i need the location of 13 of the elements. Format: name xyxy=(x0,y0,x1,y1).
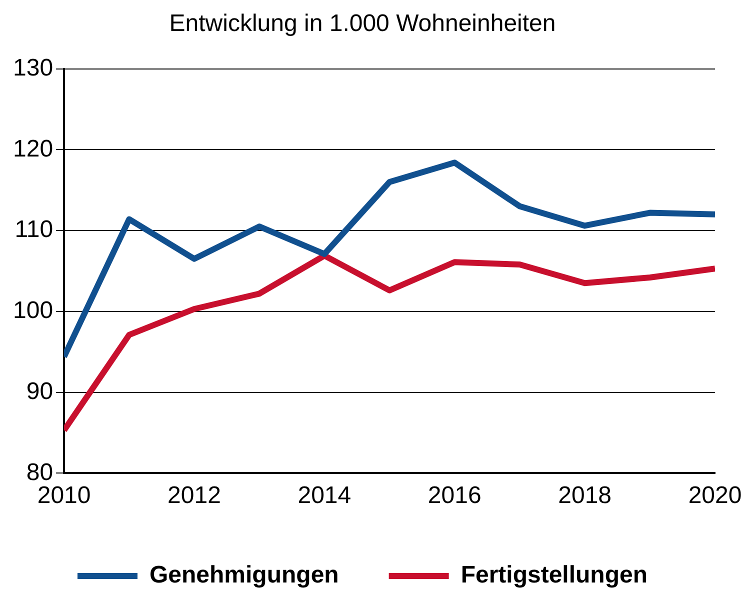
y-tick-label: 120 xyxy=(12,135,54,162)
y-tick-label: 100 xyxy=(12,297,54,324)
y-tick-label: 110 xyxy=(14,216,54,244)
y-tick-label: 130 xyxy=(12,54,54,82)
x-tick-label: 2012 xyxy=(168,482,221,510)
x-tick-label: 2014 xyxy=(298,482,352,510)
legend-label: Genehmigungen xyxy=(149,562,339,589)
x-tick-label: 2016 xyxy=(428,482,482,510)
legend-label: Fertigstellungen xyxy=(460,562,648,589)
x-tick-label: 2018 xyxy=(558,482,612,510)
y-tick-label: 90 xyxy=(26,378,54,405)
x-tick-label: 2020 xyxy=(688,482,742,510)
chart-title: Entwicklung in 1.000 Wohneinheiten xyxy=(169,10,556,38)
